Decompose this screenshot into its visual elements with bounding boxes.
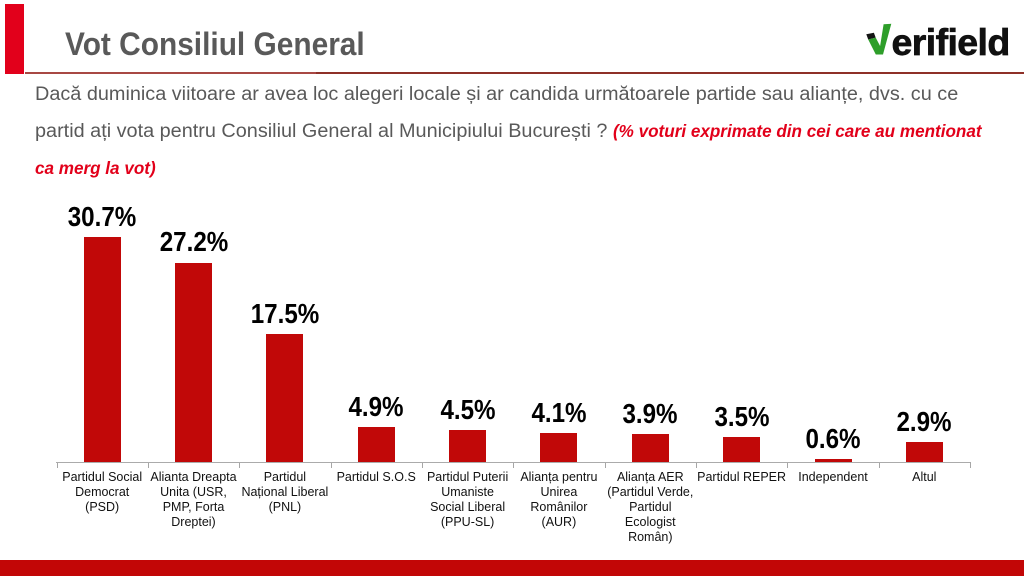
svg-text:erifield: erifield: [892, 21, 1010, 60]
